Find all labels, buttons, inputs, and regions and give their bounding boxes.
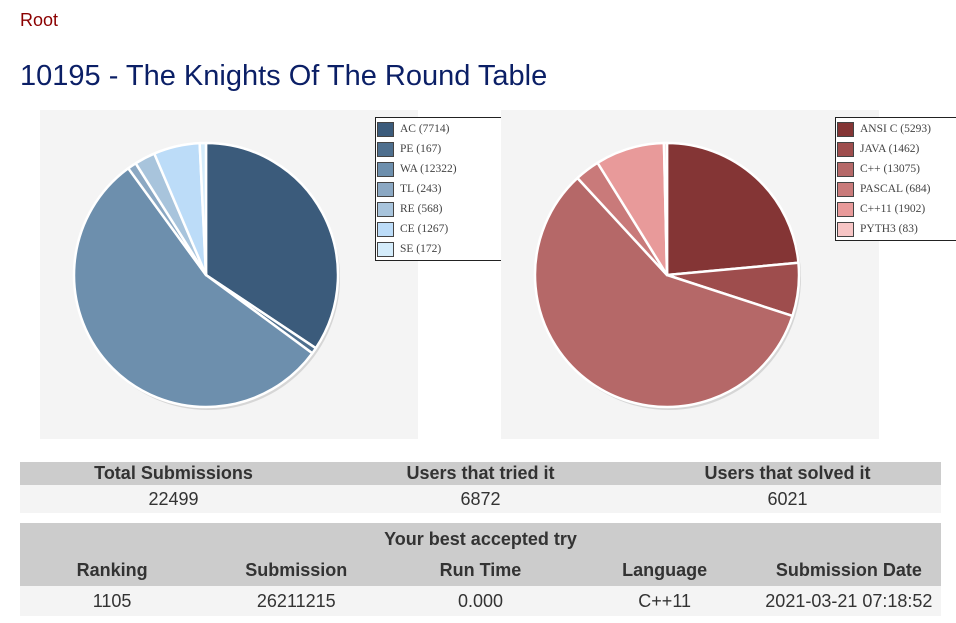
verdict-legend-label: AC (7714) (400, 123, 450, 135)
language-header: Language (572, 555, 757, 586)
language-legend-item: PYTH3 (83) (837, 219, 918, 239)
language-slice-5 (662, 141, 669, 277)
page-title: 10195 - The Knights Of The Round Table (20, 60, 548, 92)
language-value: C++11 (572, 586, 757, 616)
verdict-legend-swatch (377, 121, 394, 137)
verdict-pie-svg (72, 141, 340, 410)
language-slice-0 (665, 141, 800, 277)
language-legend-swatch (837, 201, 854, 217)
verdict-legend-label: SE (172) (400, 243, 442, 255)
language-legend: ANSI C (5293) JAVA (1462) C++ (13075) PASCA… (835, 117, 956, 241)
run-time-value: 0.000 (388, 586, 573, 616)
language-pie-chart (501, 110, 879, 439)
verdict-legend-item: AC (7714) (377, 119, 450, 139)
verdict-slice-6 (198, 141, 208, 277)
language-legend-swatch (837, 121, 854, 137)
verdict-legend-item: SE (172) (377, 239, 441, 259)
submission-date-value: 2021-03-21 07:18:52 (756, 586, 941, 616)
verdict-legend-label: WA (12322) (400, 163, 457, 175)
verdict-legend-swatch (377, 241, 394, 257)
users-solved-header: Users that solved it (634, 462, 941, 485)
language-legend-item: PASCAL (684) (837, 179, 930, 199)
verdict-legend-item: RE (568) (377, 199, 442, 219)
users-solved-value: 6021 (634, 485, 941, 513)
verdict-legend-swatch (377, 201, 394, 217)
language-legend-label: JAVA (1462) (860, 143, 920, 155)
verdict-legend-item: CE (1267) (377, 219, 448, 239)
verdict-legend-label: PE (167) (400, 143, 442, 155)
verdict-legend-swatch (377, 181, 394, 197)
language-legend-item: JAVA (1462) (837, 139, 919, 159)
verdict-slice-2 (72, 167, 314, 409)
verdict-legend-label: TL (243) (400, 183, 442, 195)
submission-value[interactable]: 26211215 (204, 586, 389, 616)
language-legend-label: ANSI C (5293) (860, 123, 931, 135)
best-try-caption: Your best accepted try (20, 523, 941, 555)
language-legend-label: PYTH3 (83) (860, 223, 918, 235)
stats-table: Total Submissions Users that tried it Us… (20, 462, 941, 513)
total-submissions-header: Total Submissions (20, 462, 327, 485)
language-legend-label: C++11 (1902) (860, 203, 926, 215)
language-legend-item: C++ (13075) (837, 159, 920, 179)
language-legend-item: C++11 (1902) (837, 199, 925, 219)
verdict-legend-label: CE (1267) (400, 223, 449, 235)
language-slice-2 (533, 176, 794, 409)
language-pie-svg (533, 141, 801, 410)
verdict-legend-item: TL (243) (377, 179, 441, 199)
language-legend-swatch (837, 141, 854, 157)
language-legend-label: C++ (13075) (860, 163, 920, 175)
verdict-legend: AC (7714) PE (167) WA (12322) TL (243) RE (5… (375, 117, 508, 261)
breadcrumb-root-link[interactable]: Root (20, 10, 59, 30)
language-legend-label: PASCAL (684) (860, 183, 931, 195)
verdict-legend-item: PE (167) (377, 139, 441, 159)
run-time-header: Run Time (388, 555, 573, 586)
language-legend-swatch (837, 161, 854, 177)
submission-date-header: Submission Date (756, 555, 941, 586)
language-legend-swatch (837, 181, 854, 197)
verdict-legend-swatch (377, 141, 394, 157)
language-legend-swatch (837, 221, 854, 237)
verdict-legend-swatch (377, 221, 394, 237)
verdict-legend-item: WA (12322) (377, 159, 457, 179)
ranking-header: Ranking (20, 555, 205, 586)
verdict-legend-swatch (377, 161, 394, 177)
verdict-legend-label: RE (568) (400, 203, 443, 215)
users-tried-header: Users that tried it (327, 462, 634, 485)
ranking-value: 1105 (20, 586, 205, 616)
users-tried-value: 6872 (327, 485, 634, 513)
total-submissions-value: 22499 (20, 485, 327, 513)
best-try-table: Your best accepted try Ranking Submissio… (20, 523, 941, 616)
submission-header: Submission (204, 555, 389, 586)
verdict-pie-chart (40, 110, 418, 439)
language-legend-item: ANSI C (5293) (837, 119, 931, 139)
